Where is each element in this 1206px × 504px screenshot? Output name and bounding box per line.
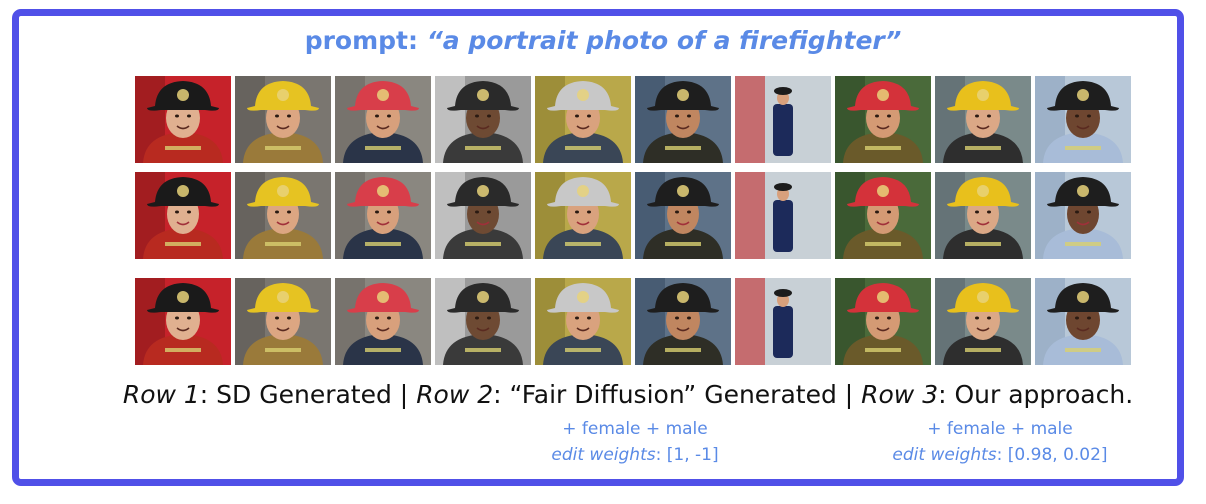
portrait-thumbnail: [935, 278, 1031, 365]
portrait-thumbnail: [835, 76, 931, 163]
portrait-thumbnail: [335, 172, 431, 259]
caption-row3-text: : Our approach.: [938, 380, 1134, 409]
portrait-thumbnail: [635, 278, 731, 365]
prompt-text: “a portrait photo of a firefighter”: [426, 26, 902, 55]
note-ours-weights-label: edit weights: [892, 445, 997, 465]
portrait-thumbnail: [135, 172, 231, 259]
caption-row1-label: Row 1: [122, 380, 200, 409]
portrait-thumbnail: [235, 278, 331, 365]
portrait-thumbnail: [235, 172, 331, 259]
portrait-thumbnail: [735, 172, 831, 259]
portrait-thumbnail: [435, 76, 531, 163]
portrait-thumbnail: [235, 76, 331, 163]
caption-row2-label: Row 2: [416, 380, 494, 409]
portrait-thumbnail: [1035, 76, 1131, 163]
portrait-thumbnail: [535, 76, 631, 163]
prompt-heading: prompt: “a portrait photo of a firefight…: [0, 26, 1206, 55]
portrait-thumbnail: [935, 76, 1031, 163]
portrait-thumbnail: [335, 278, 431, 365]
portrait-thumbnail: [635, 76, 731, 163]
portrait-thumbnail: [535, 172, 631, 259]
row-fair-diffusion: [135, 172, 1134, 259]
portrait-thumbnail: [535, 278, 631, 365]
portrait-thumbnail: [835, 278, 931, 365]
portrait-thumbnail: [435, 278, 531, 365]
caption-row2-text: : “Fair Diffusion” Generated |: [493, 380, 862, 409]
image-grid: [135, 76, 1134, 374]
note-ours-attrs: + female + male: [927, 419, 1073, 439]
note-ours-weights-value: : [0.98, 0.02]: [996, 445, 1108, 465]
note-fair-weights-label: edit weights: [551, 445, 656, 465]
portrait-thumbnail: [1035, 278, 1131, 365]
note-fair-diffusion: + female + male edit weights: [1, -1]: [535, 416, 735, 468]
portrait-thumbnail: [735, 76, 831, 163]
portrait-thumbnail: [135, 76, 231, 163]
note-fair-attrs: + female + male: [562, 419, 708, 439]
portrait-thumbnail: [435, 172, 531, 259]
portrait-thumbnail: [635, 172, 731, 259]
caption-row1-text: : SD Generated |: [199, 380, 417, 409]
portrait-thumbnail: [135, 278, 231, 365]
note-our-approach: + female + male edit weights: [0.98, 0.0…: [880, 416, 1120, 468]
figure-caption: Row 1: SD Generated | Row 2: “Fair Diffu…: [0, 380, 1206, 409]
portrait-thumbnail: [335, 76, 431, 163]
portrait-thumbnail: [735, 278, 831, 365]
prompt-label: prompt:: [304, 26, 427, 55]
portrait-thumbnail: [935, 172, 1031, 259]
portrait-thumbnail: [835, 172, 931, 259]
note-fair-weights-value: : [1, -1]: [655, 445, 719, 465]
caption-row3-label: Row 3: [861, 380, 939, 409]
row-our-approach: [135, 278, 1134, 365]
portrait-thumbnail: [1035, 172, 1131, 259]
row-sd-generated: [135, 76, 1134, 163]
